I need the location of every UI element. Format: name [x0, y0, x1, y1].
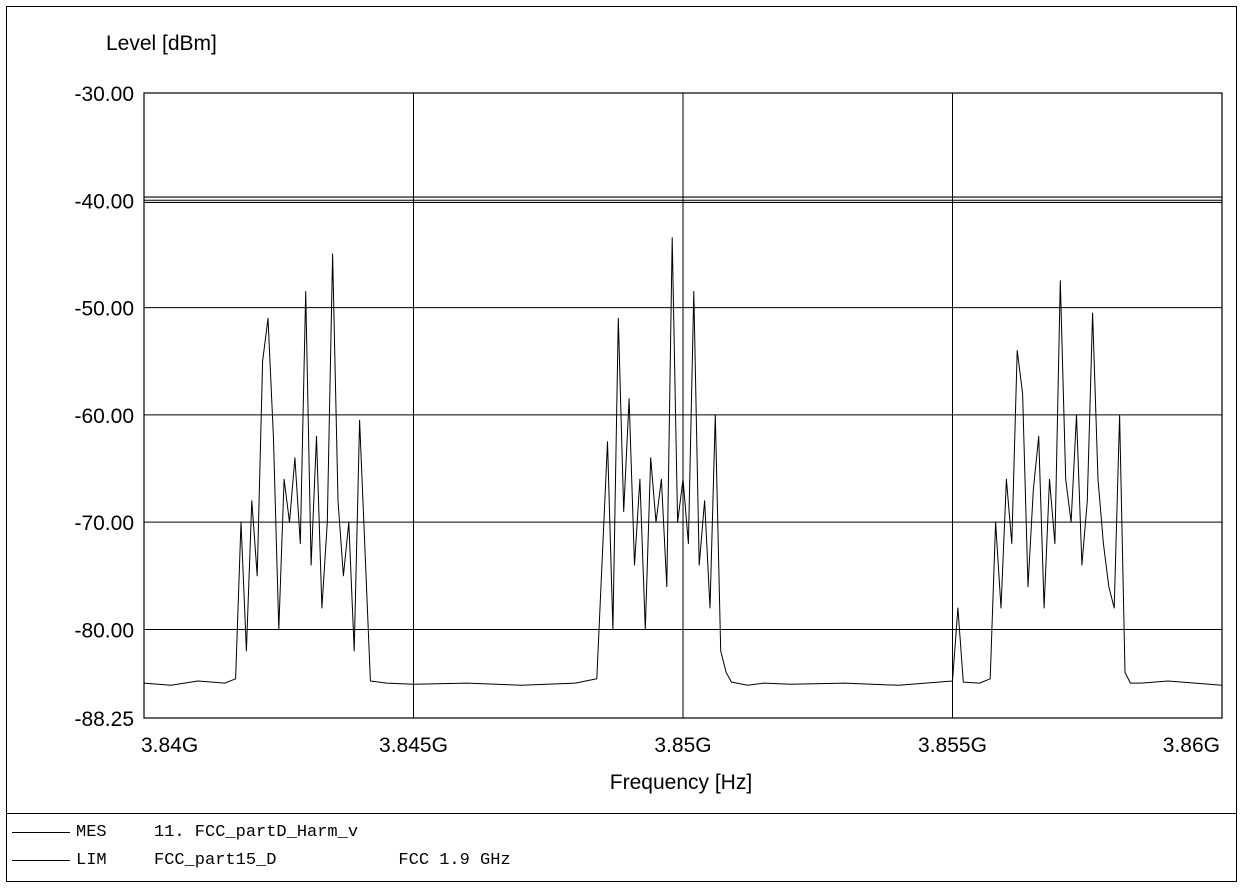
y-tick-labels: -30.00 -40.00 -50.00 -60.00 -70.00 -80.00 -88.… — [74, 83, 134, 731]
y-tick-label: -60.00 — [74, 405, 134, 428]
y-tick-label: -70.00 — [74, 512, 134, 535]
x-tick-label: 3.855G — [918, 734, 987, 757]
y-tick-label: -88.25 — [74, 708, 134, 731]
x-tick-label: 3.85G — [654, 734, 711, 757]
y-tick-label: -80.00 — [74, 619, 134, 642]
legend-code: MES — [76, 822, 107, 842]
x-tick-label: 3.84G — [141, 734, 198, 757]
x-axis-label: Frequency [Hz] — [610, 771, 752, 794]
x-tick-label: 3.86G — [1163, 734, 1220, 757]
measurement-trace — [143, 237, 1223, 686]
legend-item-lim: LIM FCC_part15_D FCC 1.9 GHz — [12, 849, 511, 871]
grid — [144, 93, 1222, 718]
spectrum-chart: -30.00 -40.00 -50.00 -60.00 -70.00 -80.00 -88.… — [74, 32, 1223, 794]
x-tick-labels: 3.84G 3.845G 3.85G 3.855G 3.86G — [141, 734, 1220, 757]
legend-line-swatch — [12, 859, 70, 861]
chart-frame — [6, 6, 1237, 882]
x-tick-label: 3.845G — [379, 734, 448, 757]
legend-item-mes: MES 11. FCC_partD_Harm_v — [12, 821, 358, 843]
series-layer — [143, 237, 1223, 686]
y-tick-label: -50.00 — [74, 298, 134, 321]
y-tick-label: -30.00 — [74, 83, 134, 106]
legend-separator — [6, 813, 1237, 814]
legend-name: 11. FCC_partD_Harm_v — [154, 822, 359, 842]
y-axis-label: Level [dBm] — [106, 32, 217, 55]
legend-name: FCC_part15_D — [154, 850, 277, 870]
y-tick-label: -40.00 — [74, 190, 134, 213]
legend-code: LIM — [76, 850, 107, 870]
plot-area-border — [143, 92, 1223, 719]
legend-extra: FCC 1.9 GHz — [398, 850, 511, 870]
limit-lines — [144, 196, 1222, 204]
legend-line-swatch — [12, 831, 70, 833]
